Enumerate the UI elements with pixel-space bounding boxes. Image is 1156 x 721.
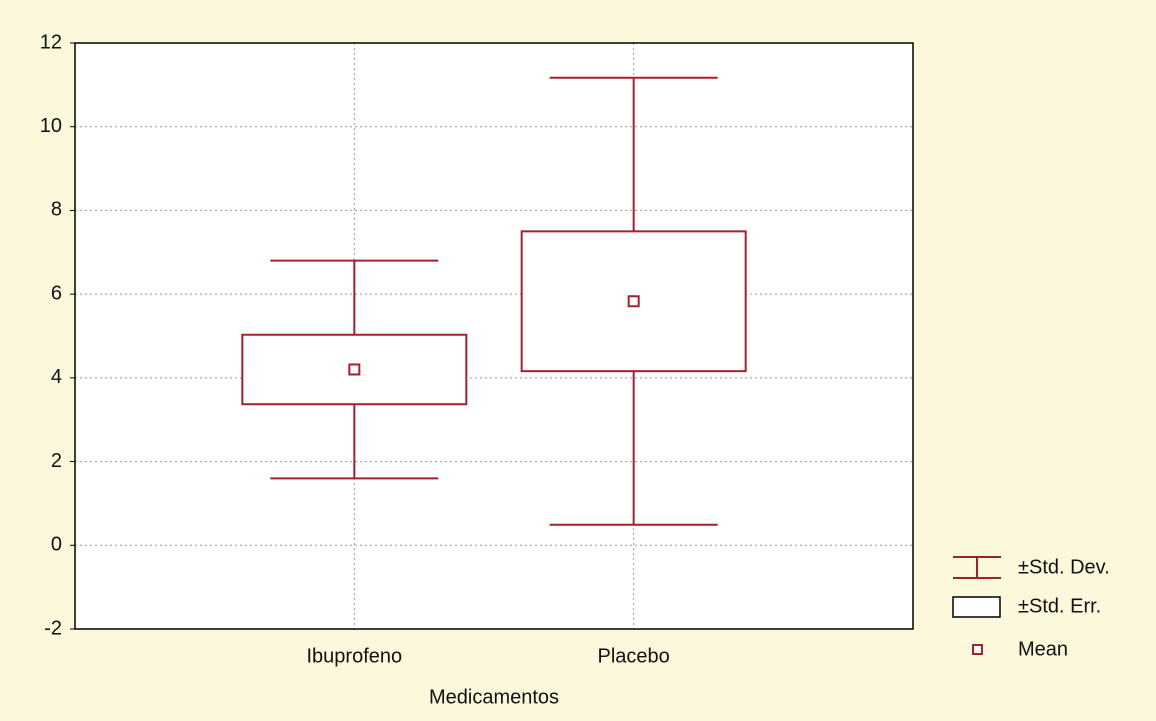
y-tick-label: 2 <box>51 450 62 472</box>
legend-label: Mean <box>1018 638 1068 660</box>
legend-mean-icon <box>972 644 983 655</box>
legend-label: ±Std. Err. <box>1018 595 1101 617</box>
y-tick-label: -2 <box>44 617 62 639</box>
y-tick-label: 12 <box>40 31 62 53</box>
y-tick-label: 10 <box>40 115 62 137</box>
mean-marker <box>627 295 640 308</box>
y-tick-label: 0 <box>51 534 62 556</box>
x-tick-label: Ibuprofeno <box>307 645 403 667</box>
plot-area <box>75 43 913 629</box>
mean-marker <box>348 363 361 376</box>
legend-err-icon <box>952 596 1001 618</box>
y-tick-label: 6 <box>51 282 62 304</box>
x-axis-label: Medicamentos <box>429 686 559 708</box>
plot-frame <box>74 42 914 630</box>
y-tick-label: 8 <box>51 199 62 221</box>
y-tick-label: 4 <box>51 366 62 388</box>
x-tick-label: Placebo <box>598 645 670 667</box>
legend-label: ±Std. Dev. <box>1018 556 1110 578</box>
